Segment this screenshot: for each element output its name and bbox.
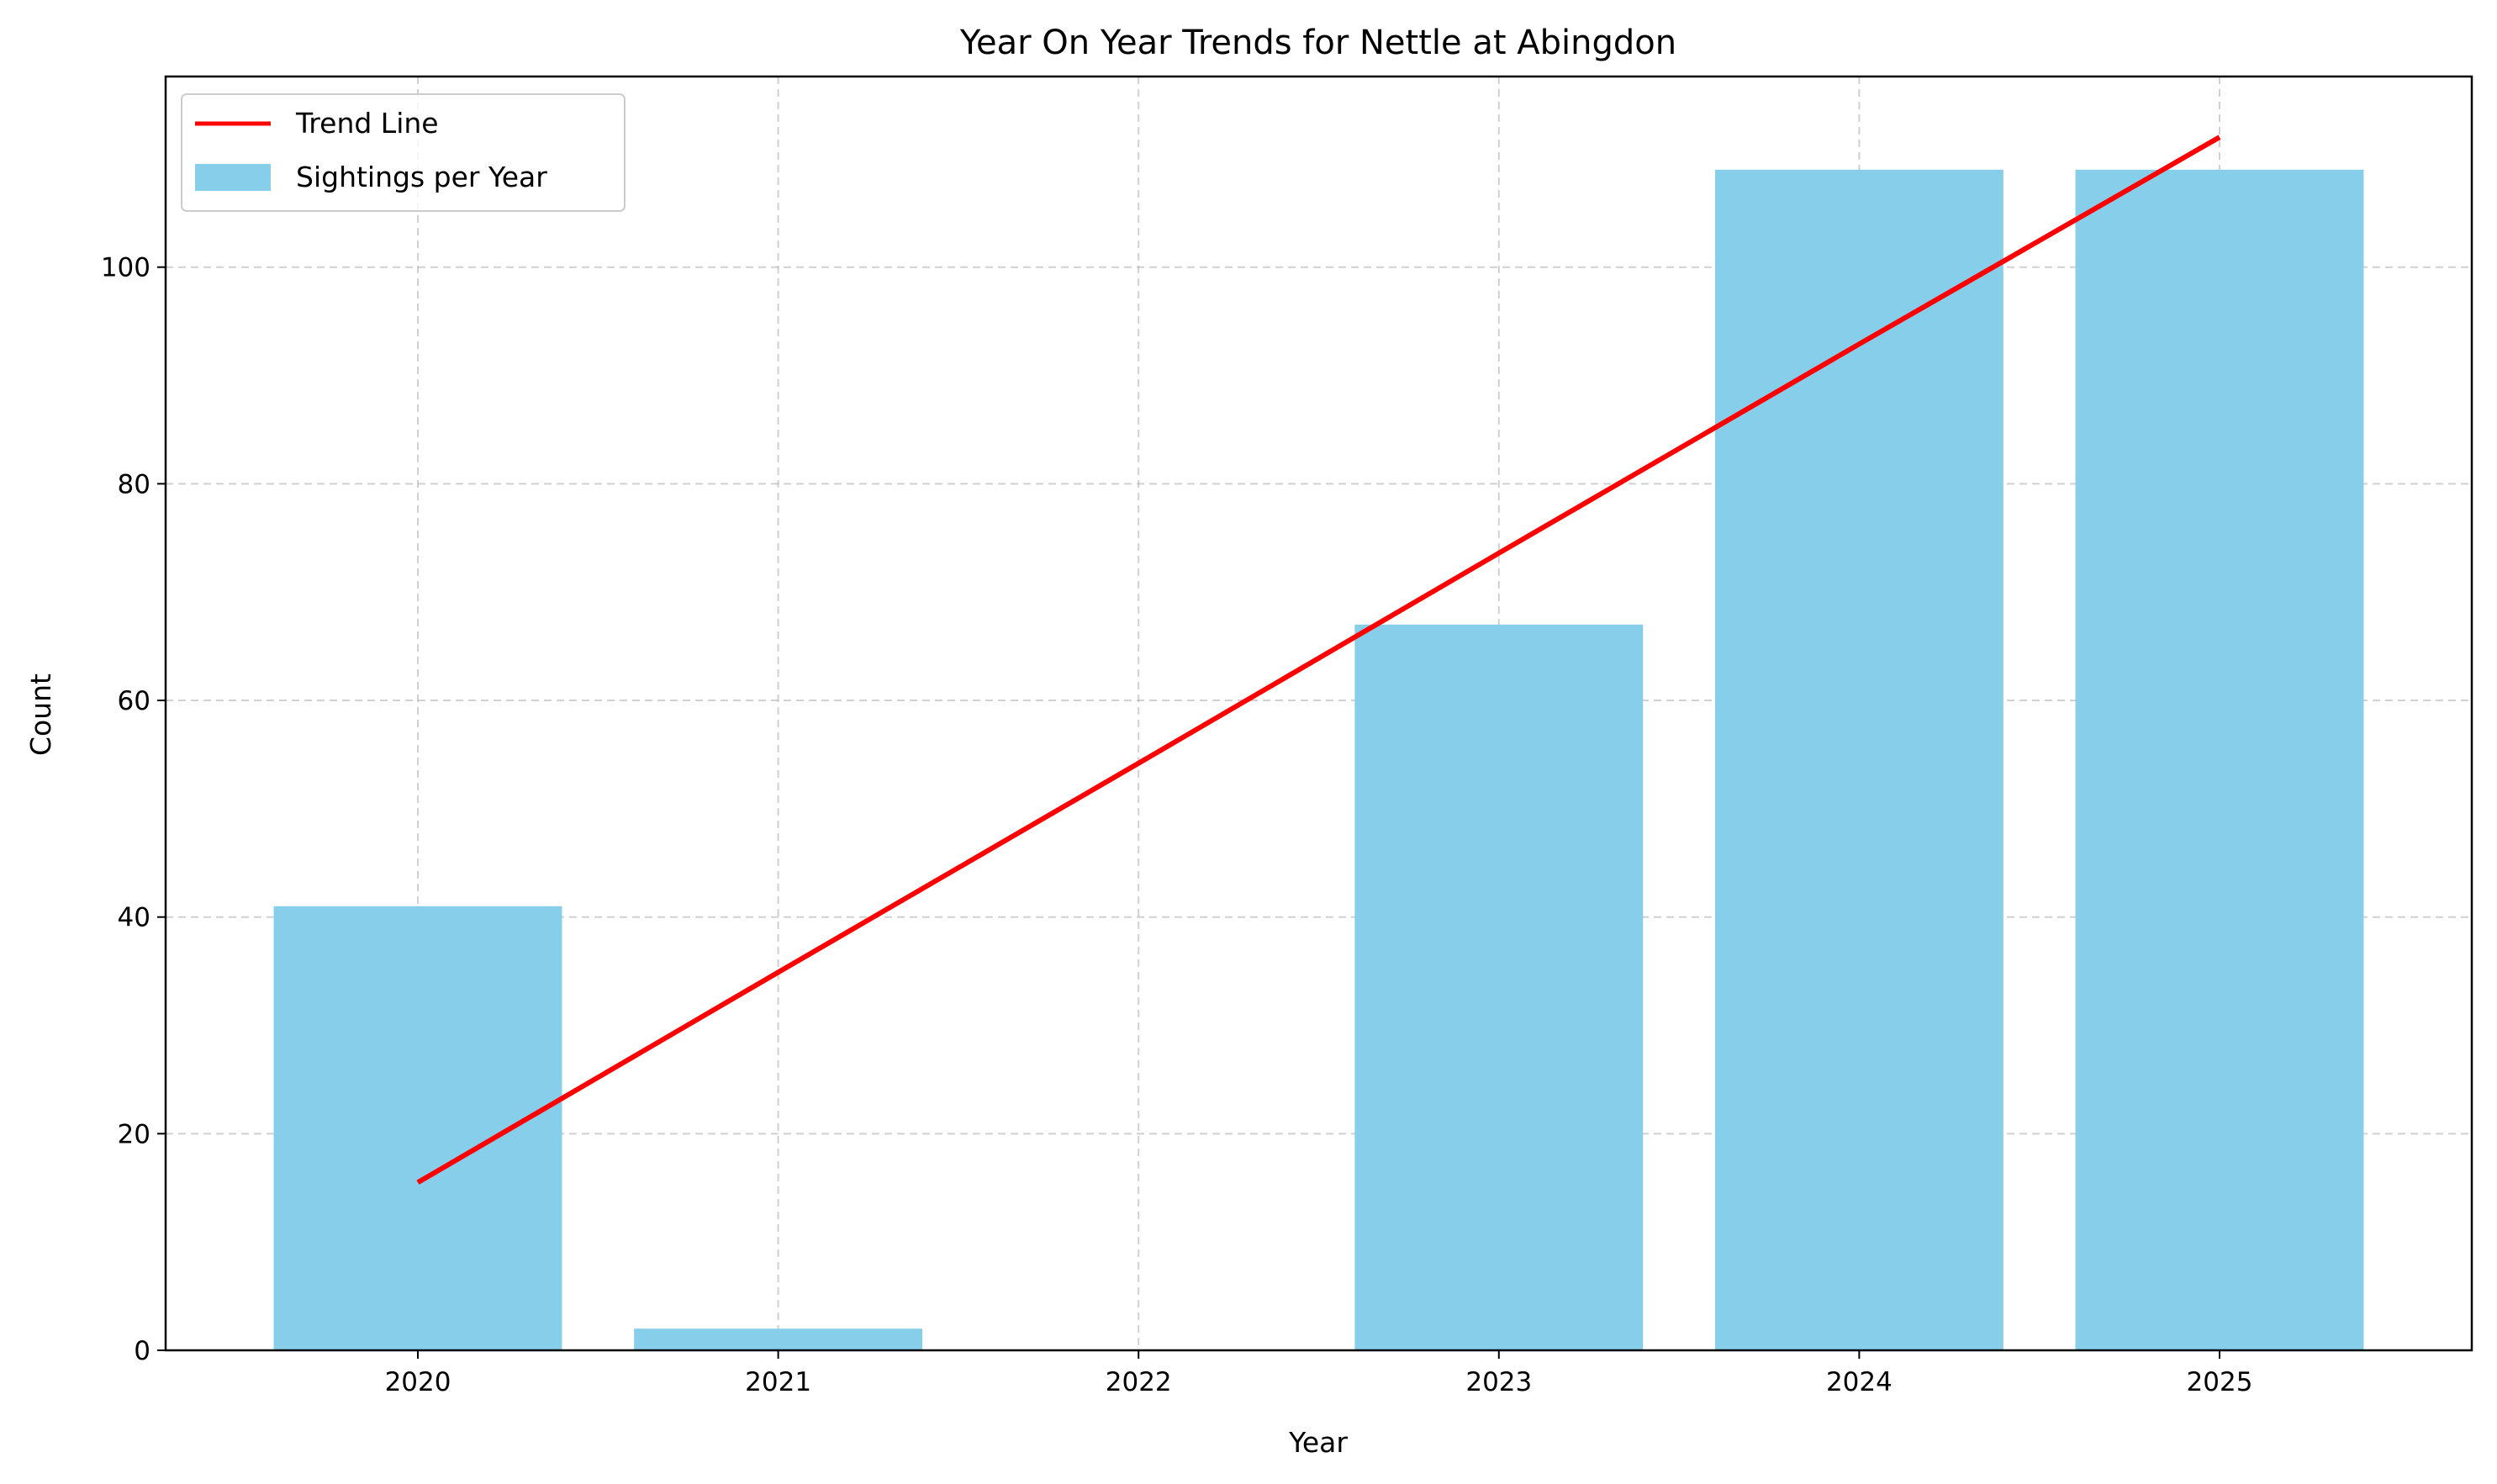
legend-label-trend-line: Trend Line — [295, 107, 439, 140]
x-tick-label: 2020 — [385, 1367, 451, 1397]
legend-label-sightings: Sightings per Year — [296, 161, 547, 193]
y-tick-label: 20 — [118, 1119, 150, 1149]
trend-line — [416, 135, 2221, 1185]
legend-frame — [181, 93, 626, 212]
bar-2023 — [1354, 624, 1644, 1350]
bar-2024 — [1714, 169, 2003, 1351]
x-axis-label: Year — [1288, 1426, 1348, 1459]
y-tick-label: 60 — [118, 686, 150, 716]
bar-2020 — [273, 906, 562, 1350]
legend: Trend Line Sightings per Year — [181, 93, 626, 212]
trend-line-group — [416, 135, 2221, 1185]
chart-title: Year On Year Trends for Nettle at Abingd… — [959, 24, 1676, 62]
bars — [273, 169, 2364, 1351]
y-tick-label: 100 — [101, 253, 150, 283]
y-tick-label: 0 — [134, 1336, 150, 1366]
legend-swatch-sightings — [195, 164, 271, 191]
x-tick-label: 2024 — [1826, 1367, 1893, 1397]
y-axis: 0 20 40 60 80 100 — [101, 253, 166, 1366]
y-tick-label: 40 — [118, 903, 150, 933]
x-axis: 2020 2021 2022 2023 2024 2025 — [385, 1350, 2253, 1397]
plot-frame — [164, 75, 2473, 1352]
bar-2021 — [634, 1328, 923, 1350]
x-tick-label: 2025 — [2187, 1367, 2253, 1397]
bar-2025 — [2075, 169, 2364, 1351]
y-axis-label: Count — [24, 673, 57, 756]
y-tick-label: 80 — [118, 469, 150, 499]
x-tick-label: 2022 — [1106, 1367, 1172, 1397]
x-tick-label: 2023 — [1465, 1367, 1532, 1397]
x-tick-label: 2021 — [745, 1367, 811, 1397]
